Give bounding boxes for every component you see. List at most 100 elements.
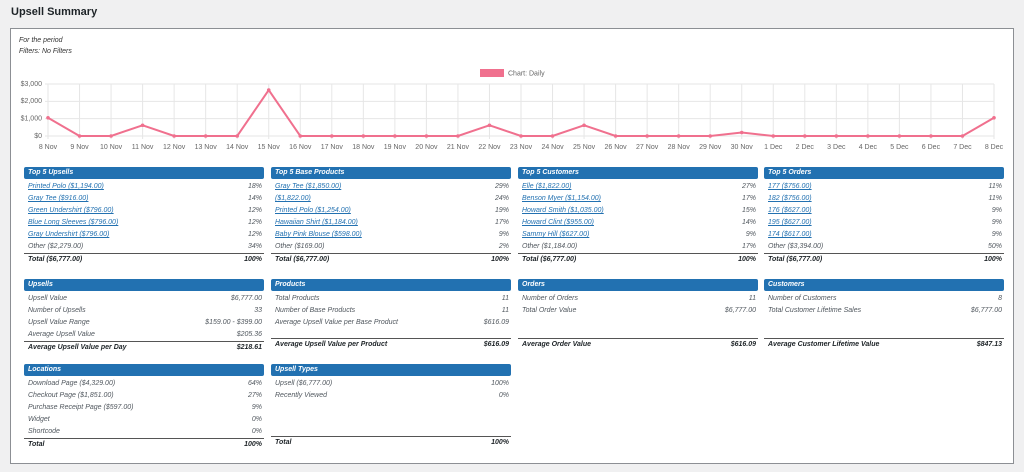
x-tick-label: 29 Nov [699,144,722,151]
row-link[interactable]: Baby Pink Blouse ($598.00) [275,231,362,238]
row-label: Other ($1,184.00) [522,243,578,250]
row-value: 100% [491,380,509,387]
x-tick-label: 25 Nov [573,144,596,151]
panel-row: Gray Undershirt ($796.00) 12% [24,229,264,241]
point [803,134,807,138]
row-link[interactable]: Printed Polo ($1,254.00) [275,207,351,214]
point [582,123,586,128]
panel-row: Printed Polo ($1,254.00) 19% [271,205,511,217]
row-link[interactable]: Sammy Hill ($627.00) [522,231,590,238]
panel-row: Other ($169.00) 2% [271,241,511,253]
panel-row: Gray Tee ($1,850.00) 29% [271,181,511,193]
x-tick-label: 11 Nov [132,144,154,151]
total-label: Total ($6,777.00) [28,256,83,263]
row-link[interactable]: Howard Clint ($955.00) [522,219,594,226]
row-label: Purchase Receipt Page ($597.00) [28,404,134,411]
point [140,123,145,128]
total-value: $218.61 [236,344,262,351]
row-value: 0% [498,392,509,399]
y-tick-label: $1,000 [21,116,43,123]
row-link[interactable]: Hawaiian Shirt ($1,184.00) [275,219,358,226]
panel-row: ($1,822.00) 24% [271,193,511,205]
row-link[interactable]: Elle ($1,822.00) [522,183,572,190]
panel-header: Upsells [24,279,264,291]
x-tick-label: 15 Nov [258,144,281,151]
panel-total: Average Order Value $616.09 [518,338,758,351]
row-value: 9% [498,231,509,238]
row-label: Total Order Value [522,307,577,314]
row-value: 19% [494,207,509,214]
row-label: Number of Customers [768,295,837,302]
row-value: 34% [247,243,262,250]
row-value: 64% [247,380,262,387]
panel-row: Elle ($1,822.00) 27% [518,181,758,193]
row-value: 9% [991,207,1002,214]
point [929,134,933,138]
row-link[interactable]: 195 ($627.00) [768,219,812,226]
total-value: 100% [984,256,1002,263]
row-link[interactable]: Green Undershirt ($796.00) [28,207,114,214]
row-value: 14% [247,195,262,202]
panel-total: Average Upsell Value per Product $616.09 [271,338,511,351]
row-link[interactable]: 182 ($756.00) [768,195,812,202]
row-label: Recently Viewed [275,392,328,399]
total-value: 100% [244,256,262,263]
row-value: 17% [741,195,756,202]
total-label: Total [275,439,292,446]
panel-row: Number of Upsells 33 [24,305,264,317]
row-value: 0% [251,416,262,423]
row-value: 24% [494,195,509,202]
row-value: 11% [988,195,1003,202]
row-link[interactable]: ($1,822.00) [275,195,311,202]
row-link[interactable]: Gray Tee ($1,850.00) [275,183,342,190]
row-value: 27% [247,392,262,399]
row-link[interactable]: Gray Undershirt ($796.00) [28,231,110,238]
panel-row: Recently Viewed 0% [271,390,511,402]
x-tick-label: 1 Dec [764,144,783,151]
row-link[interactable]: Gray Tee ($916.00) [28,195,89,202]
x-tick-label: 10 Nov [100,144,123,151]
row-link[interactable]: Blue Long Sleeves ($796.00) [28,219,119,226]
panel-header: Top 5 Upsells [24,167,264,179]
row-link[interactable]: 174 ($617.00) [768,231,812,238]
row-value: 50% [987,243,1002,250]
x-tick-label: 30 Nov [731,144,754,151]
chart: 8 Nov 9 Nov 10 Nov 11 Nov 12 Nov 13 Nov 14 Nov… [21,69,1004,151]
total-label: Average Order Value [522,341,591,348]
panel-row: 195 ($627.00) 9% [764,217,1004,229]
total-value: 100% [738,256,756,263]
row-value: 12% [247,219,262,226]
row-value: 9% [991,219,1002,226]
row-label: Number of Base Products [275,307,356,314]
panel-header: Products [271,279,511,291]
panel-row: Upsell Value Range $159.00 - $399.00 [24,317,264,329]
panel-row: Widget 0% [24,414,264,426]
x-tick-label: 4 Dec [859,144,878,151]
x-tick-label: 13 Nov [195,144,218,151]
panel: Top 5 Orders 177 ($756.00) 11% 182 ($756.00… [764,167,1004,265]
x-tick-label: 7 Dec [953,144,972,151]
total-value: $847.13 [976,341,1002,348]
total-value: 100% [244,441,262,448]
panel-row: Average Upsell Value per Base Product $61… [271,317,511,329]
panel-row: Gray Tee ($916.00) 14% [24,193,264,205]
row-link[interactable]: Howard Smith ($1,035.00) [522,207,604,214]
x-tick-label: 27 Nov [636,144,659,151]
point [298,134,303,138]
panel-row: Other ($2,279.00) 34% [24,241,264,253]
row-link[interactable]: 176 ($627.00) [768,207,812,214]
x-tick-label: 5 Dec [890,144,909,151]
row-link[interactable]: Benson Myer ($1,154.00) [522,195,601,202]
row-label: Number of Orders [522,295,579,302]
row-label: Total Customer Lifetime Sales [768,307,862,314]
row-label: Other ($169.00) [275,243,325,250]
row-link[interactable]: 177 ($756.00) [768,183,812,190]
row-label: Other ($2,279.00) [28,243,84,250]
row-link[interactable]: Printed Polo ($1,194.00) [28,183,104,190]
panel-total: Average Upsell Value per Day $218.61 [24,341,264,354]
point [550,134,555,138]
total-value: 100% [491,439,509,446]
row-value: 18% [247,183,262,190]
panel: Orders Number of Orders 11 Total Order Valu… [518,279,758,351]
point [330,134,334,138]
